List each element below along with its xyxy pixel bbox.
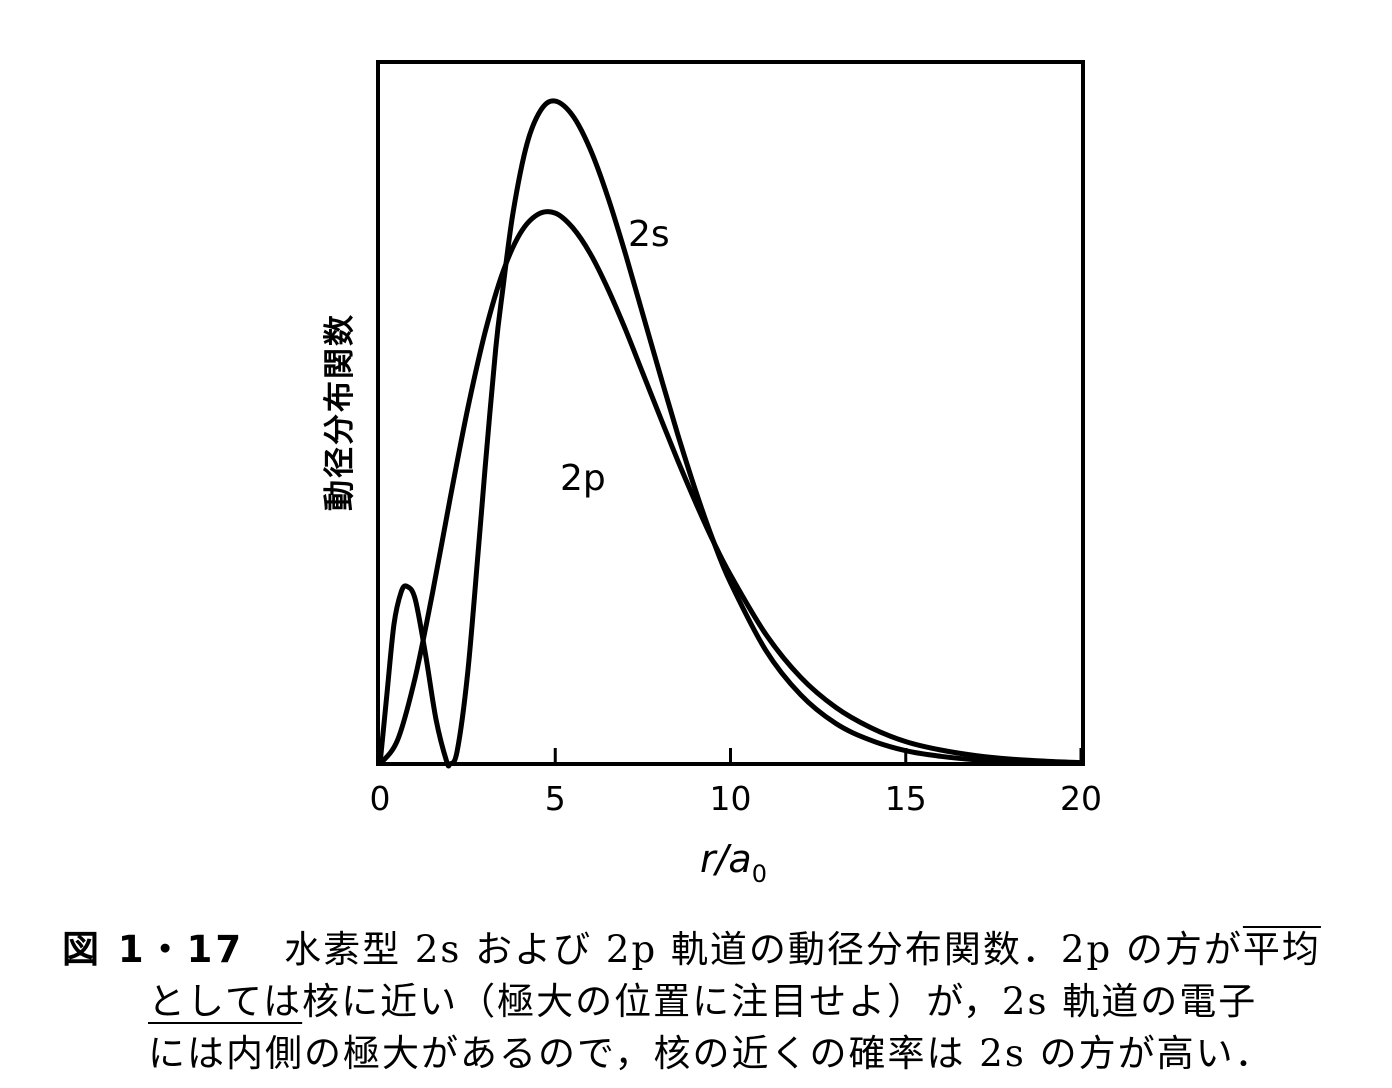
y-axis-title: 動径分布関数 [322, 313, 358, 511]
caption-text-1: 水素型 2s および 2p 軌道の動径分布関数．2p の方が [284, 928, 1243, 971]
series-lines [377, 98, 1082, 769]
caption-line-1: 図 1・17 水素型 2s および 2p 軌道の動径分布関数．2p の方が平均 [62, 924, 1362, 976]
caption-underlined-text: としては [148, 980, 303, 1023]
x-tick-label-15: 15 [885, 779, 927, 818]
caption-text-2: 核に近い（極大の位置に注目せよ）が，2s 軌道の電子 [302, 980, 1258, 1023]
plot-frame [376, 60, 1085, 766]
figure-caption: 図 1・17 水素型 2s および 2p 軌道の動径分布関数．2p の方が平均 と… [62, 924, 1362, 1080]
caption-overlined-text: 平均 [1242, 928, 1321, 971]
figure-number: 図 1・17 [62, 928, 245, 971]
series-line-2s [377, 98, 1082, 769]
x-axis-title-main: r/a [700, 837, 752, 881]
caption-line-2: としては核に近い（極大の位置に注目せよ）が，2s 軌道の電子 [62, 976, 1362, 1028]
series-line-2p [377, 209, 1082, 766]
x-tick-label-0: 0 [370, 779, 391, 818]
x-tick-label-20: 20 [1060, 779, 1102, 818]
caption-line-3: には内側の極大があるので，核の近くの確率は 2s の方が高い． [62, 1028, 1362, 1080]
x-tick-label-10: 10 [710, 779, 752, 818]
x-axis-title: r/a0 [700, 837, 767, 888]
series-label-2s: 2s [628, 214, 670, 255]
x-tick-label-5: 5 [545, 779, 566, 818]
caption-text-3: には内側の極大があるので，核の近くの確率は 2s の方が高い． [148, 1032, 1274, 1075]
series-label-2p: 2p [560, 458, 606, 499]
x-axis-title-subscript: 0 [752, 860, 767, 888]
x-axis-tick-labels: 0 5 10 15 20 [370, 779, 1103, 818]
